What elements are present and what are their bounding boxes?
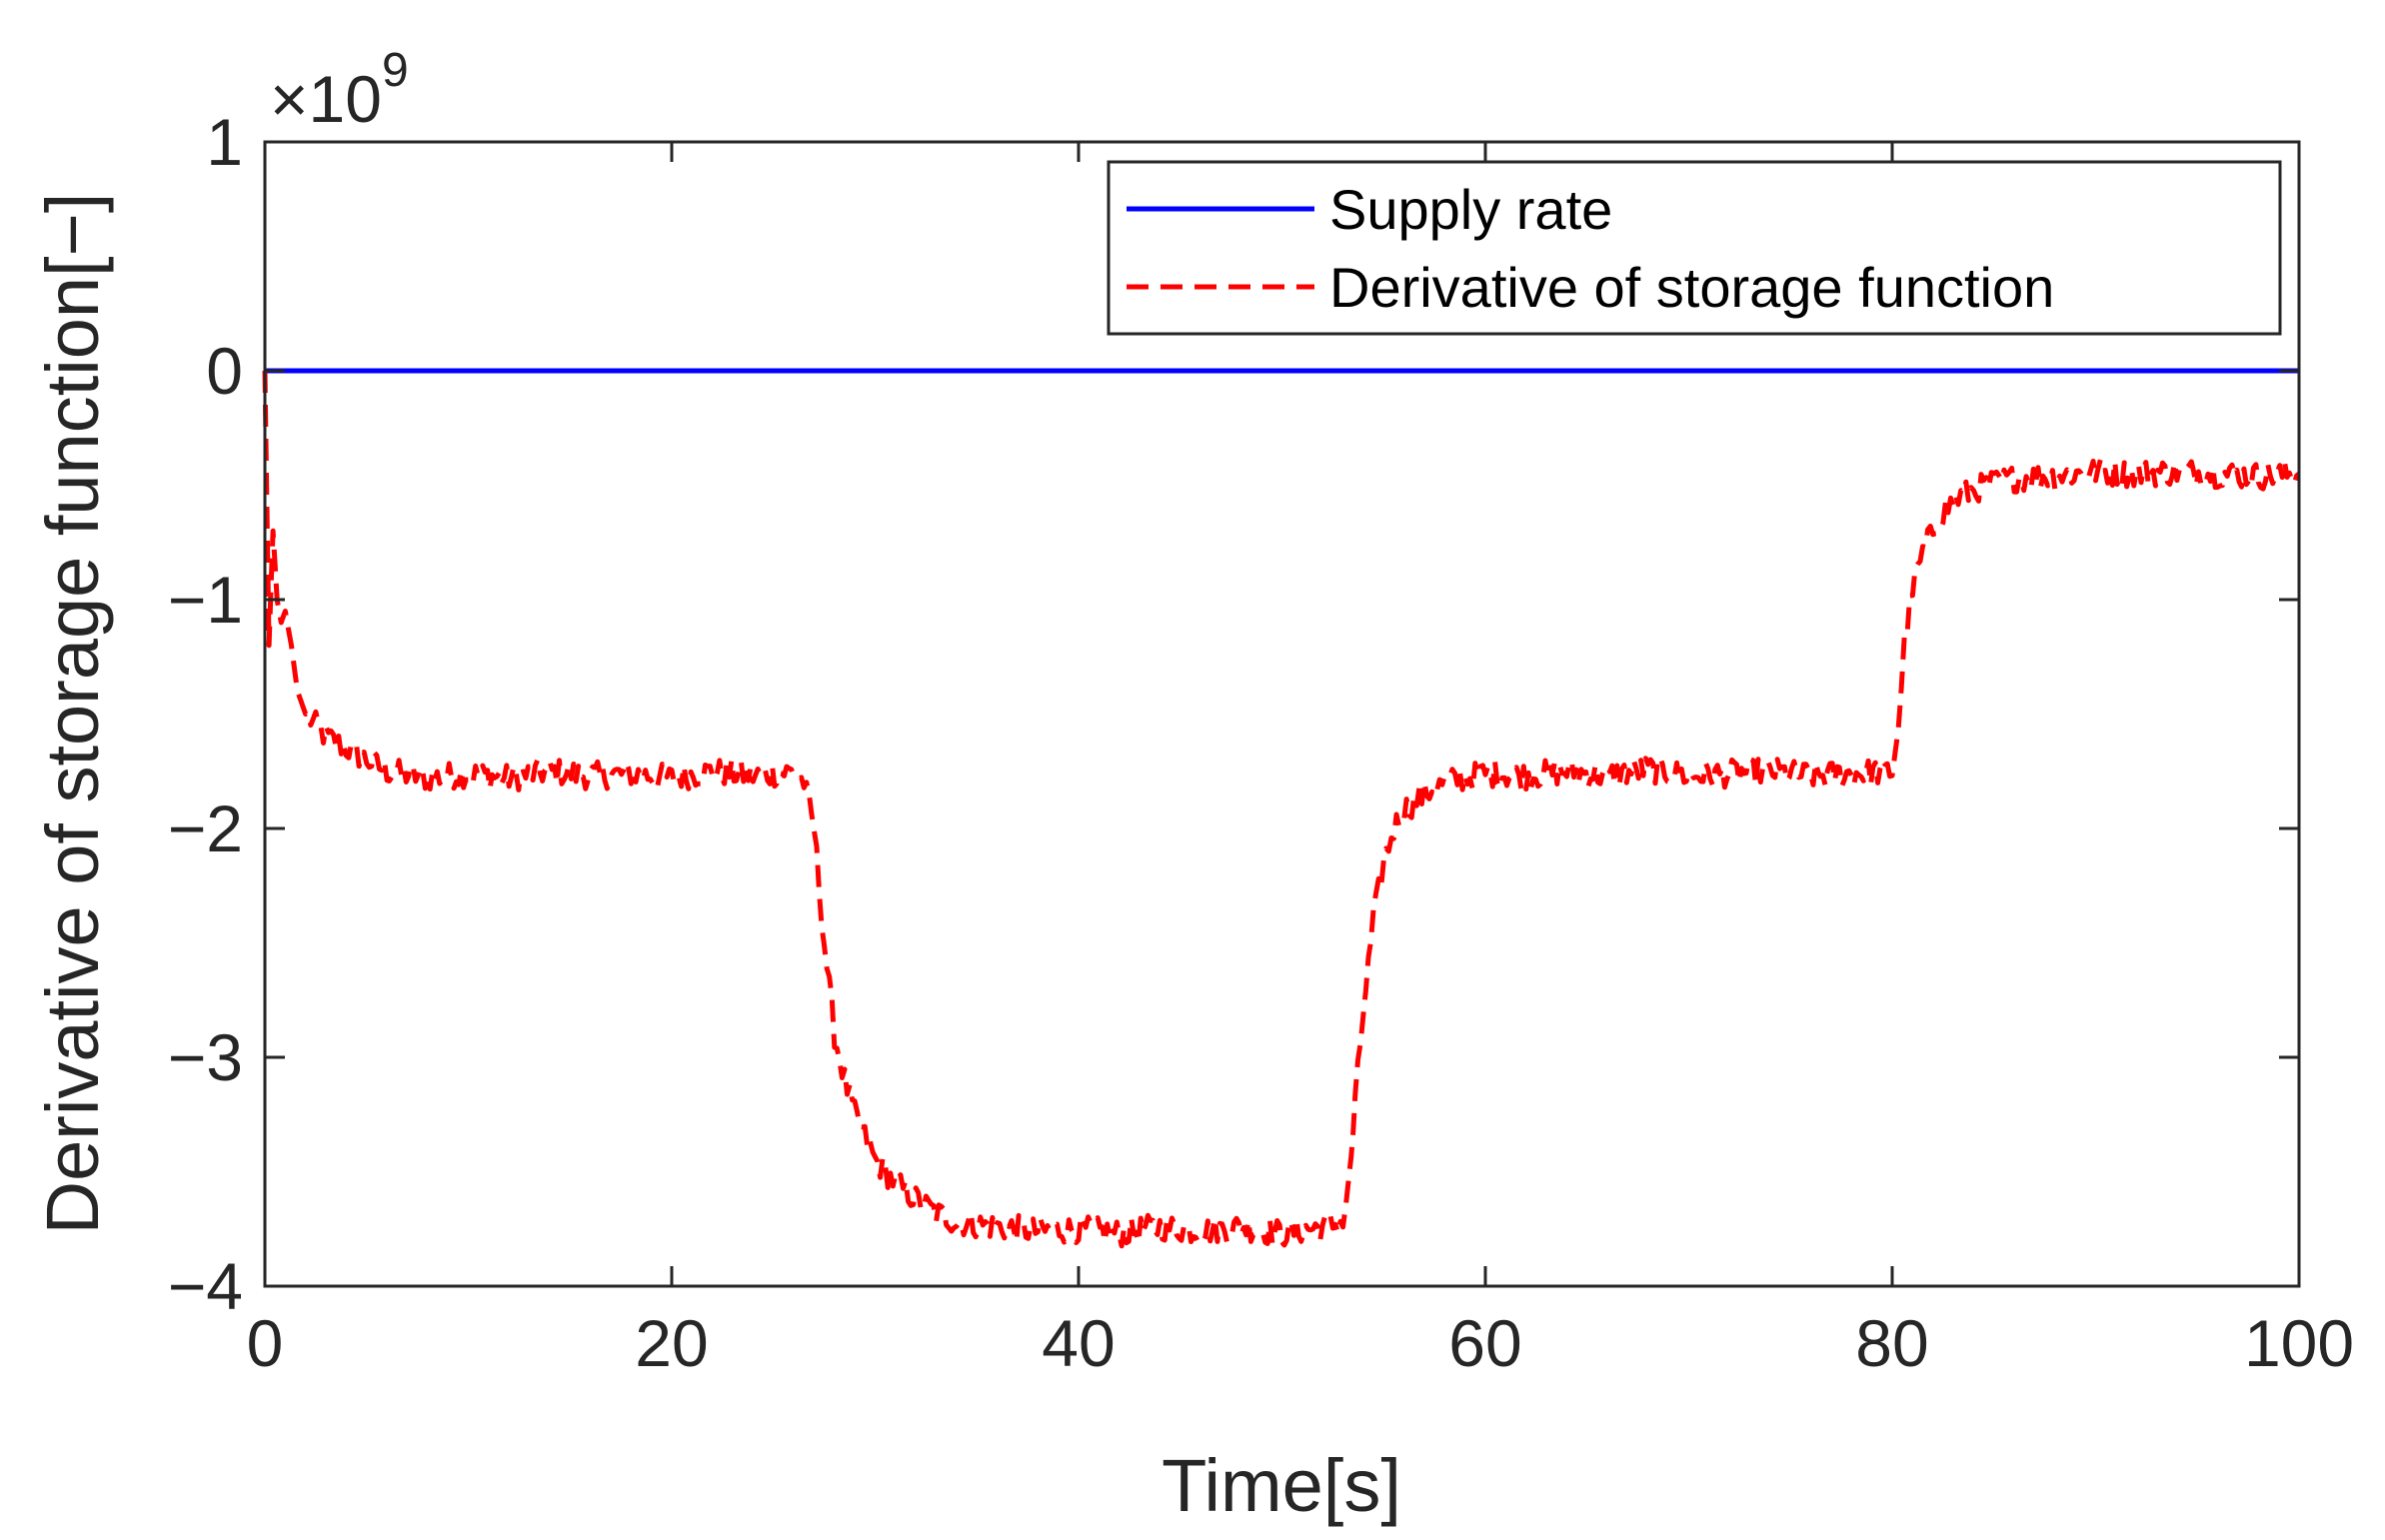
tick-layer: 0 20 40 60 80 100 1 0 −1 −2 −3 −4 bbox=[168, 105, 2354, 1380]
x-tick-label: 40 bbox=[1042, 1306, 1115, 1380]
x-tick-label: 0 bbox=[247, 1306, 284, 1380]
legend-box bbox=[1107, 160, 2282, 336]
y-tick-label: −2 bbox=[168, 791, 243, 865]
y-exponent-base: ×10 bbox=[270, 62, 382, 136]
y-axis-label: Derivative of storage function[−] bbox=[31, 193, 114, 1235]
y-exponent-label: ×109 bbox=[270, 44, 409, 136]
axes-box bbox=[263, 140, 2301, 1288]
y-tick-label: −1 bbox=[168, 563, 243, 637]
series-layer bbox=[262, 368, 2301, 1249]
x-tick-label: 20 bbox=[635, 1306, 708, 1380]
series-line-derivative-of-storage-function bbox=[262, 370, 2301, 1249]
y-exponent-power: 9 bbox=[382, 44, 409, 97]
y-tick-label: 1 bbox=[206, 105, 243, 179]
x-tick-label: 80 bbox=[1855, 1306, 1928, 1380]
x-axis-label: Time[s] bbox=[1162, 1444, 1401, 1527]
y-tick-label: 0 bbox=[206, 334, 243, 408]
y-tick-label: −3 bbox=[168, 1020, 243, 1094]
x-tick-label: 60 bbox=[1448, 1306, 1521, 1380]
x-tick-label: 100 bbox=[2244, 1306, 2354, 1380]
legend-label-derivative: Derivative of storage function bbox=[1329, 256, 2054, 319]
legend-label-supply-rate: Supply rate bbox=[1329, 178, 1612, 241]
legend: Supply rate Derivative of storage functi… bbox=[1107, 160, 2282, 336]
y-tick-label: −4 bbox=[168, 1249, 243, 1323]
